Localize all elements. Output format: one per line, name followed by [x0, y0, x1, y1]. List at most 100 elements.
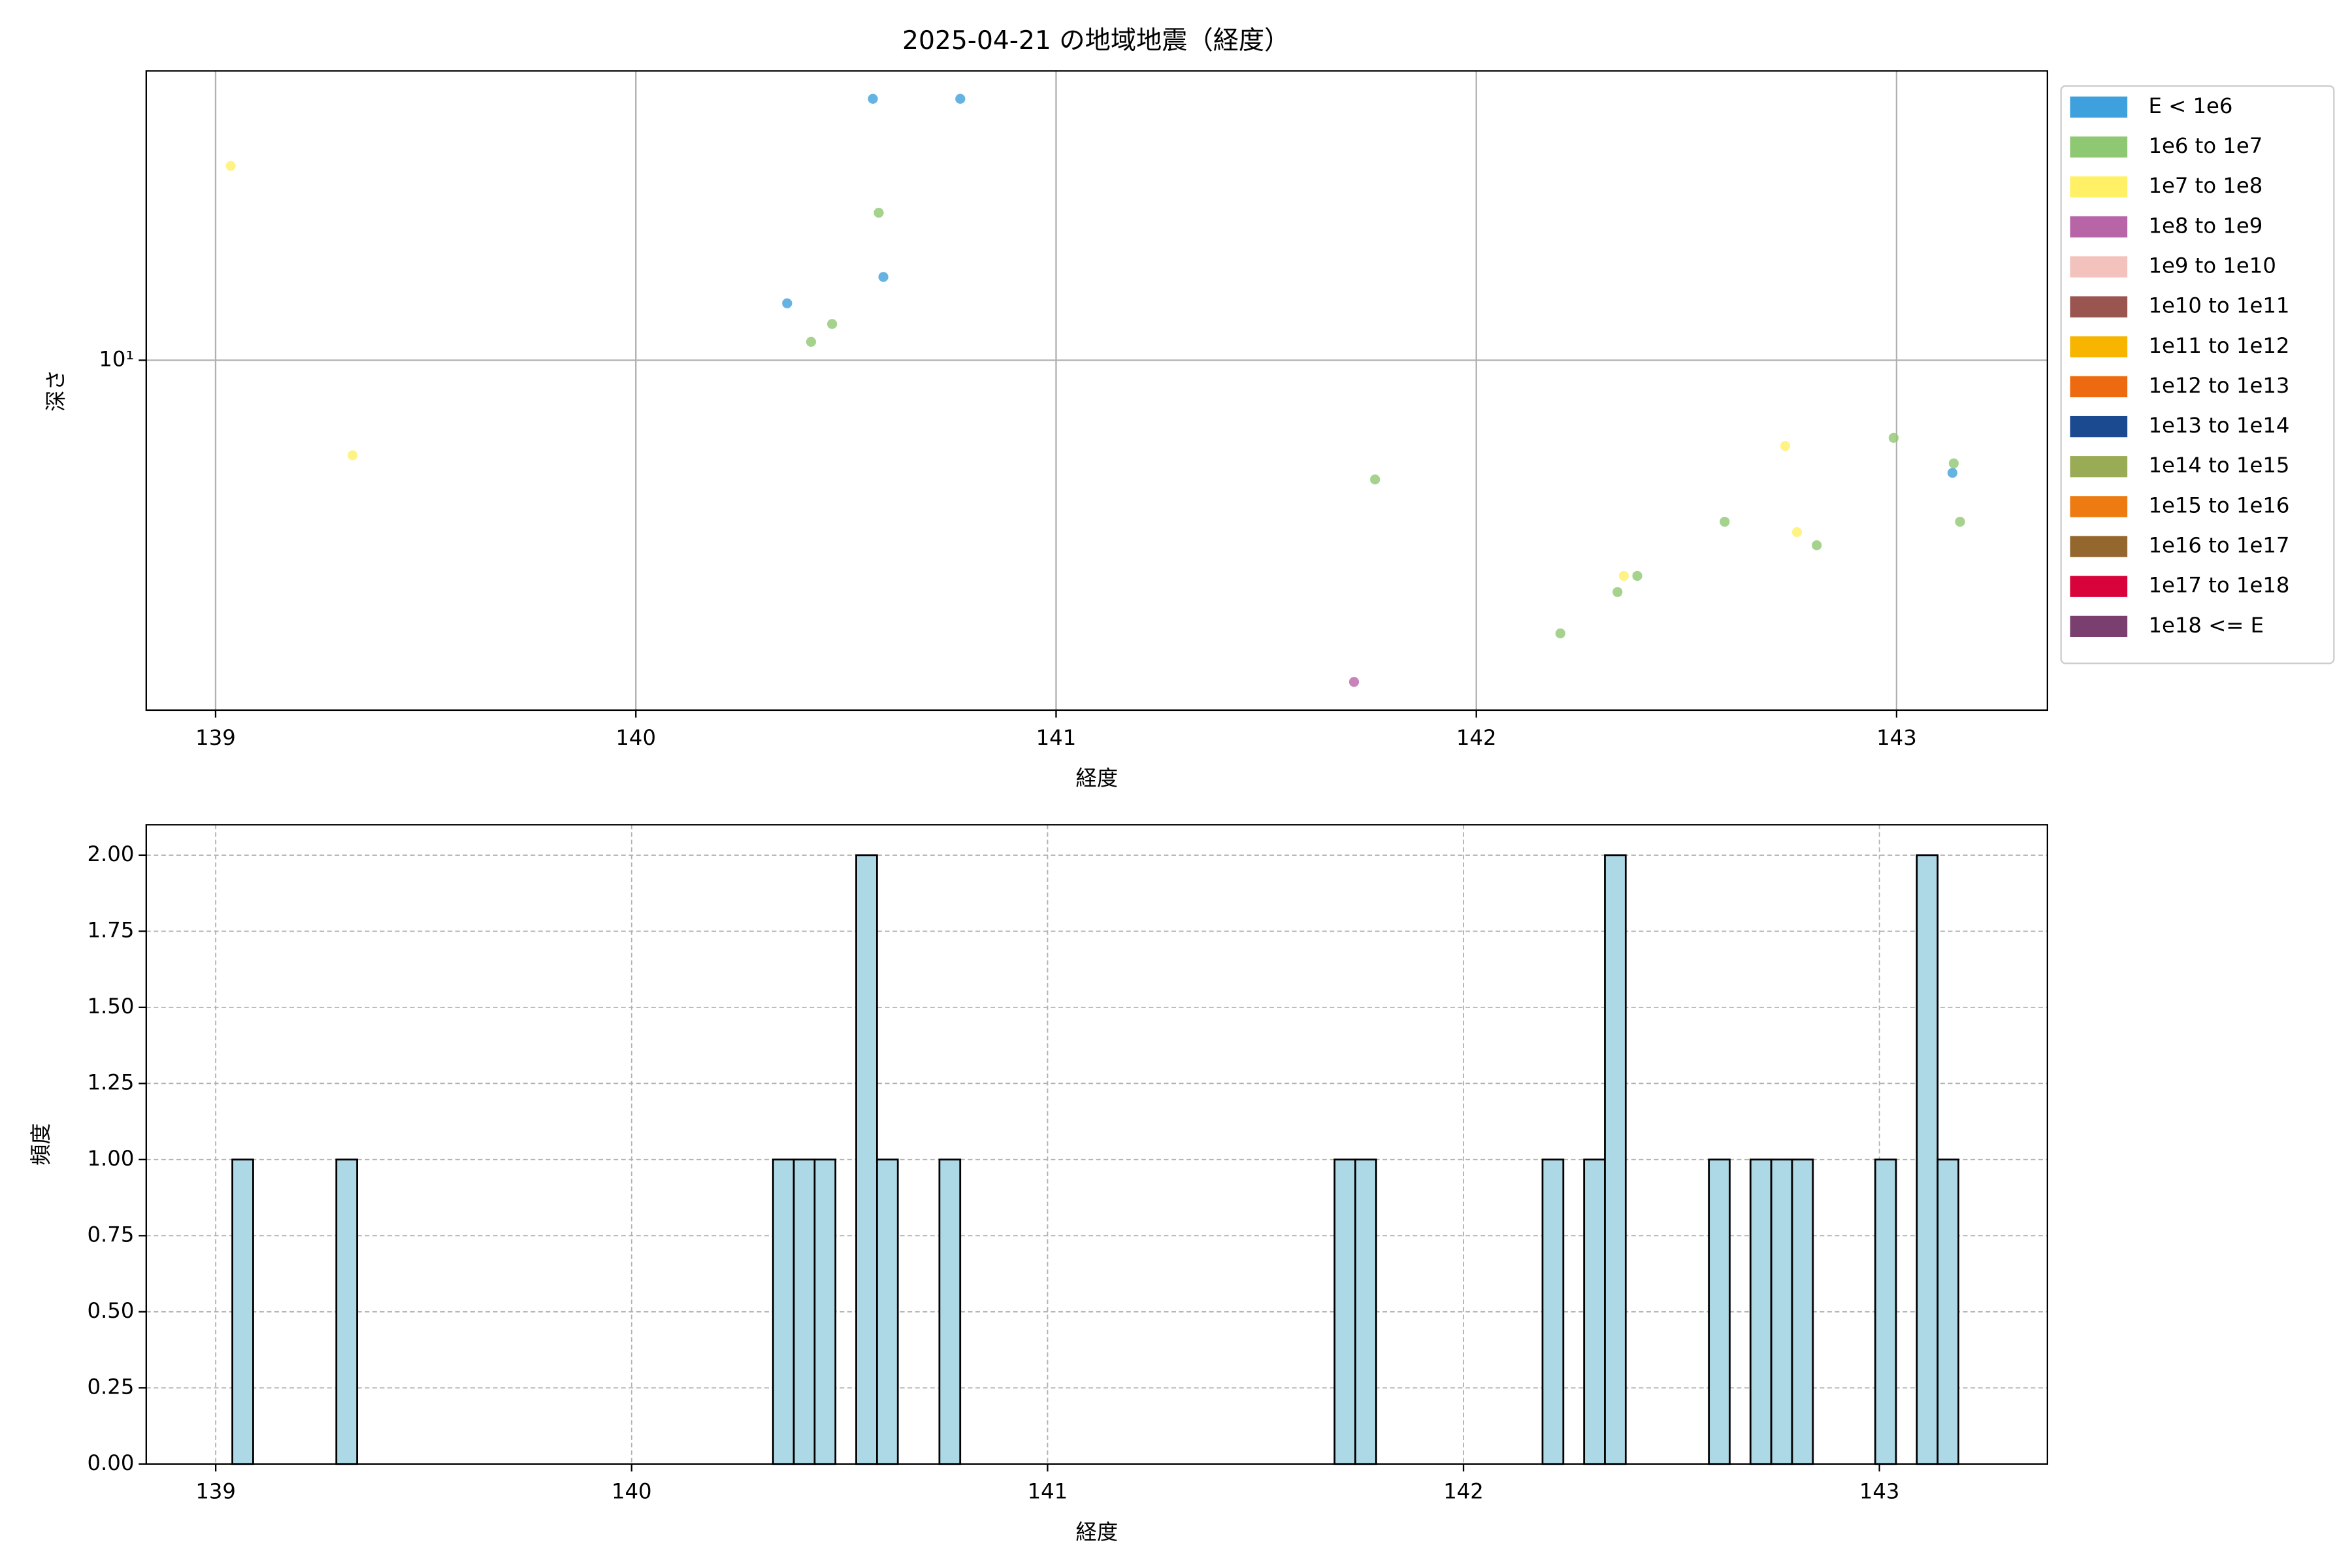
- x-tick-label: 141: [1028, 1479, 1068, 1504]
- x-axis-label: 経度: [1076, 1520, 1119, 1544]
- scatter-point: [1947, 468, 1958, 478]
- x-tick-label: 139: [195, 725, 236, 750]
- scatter-point: [1618, 570, 1629, 581]
- scatter-point: [826, 319, 838, 329]
- legend-label: 1e14 to 1e15: [2148, 453, 2289, 478]
- scatter-point: [348, 450, 358, 461]
- legend-label: 1e8 to 1e9: [2148, 213, 2262, 238]
- histogram-bar: [938, 1158, 962, 1465]
- histogram-bar: [231, 1158, 254, 1465]
- legend-swatch: [2070, 536, 2128, 557]
- y-tick-label: 2.00: [87, 841, 134, 866]
- y-tick-label: 0.50: [87, 1298, 134, 1323]
- scatter-point: [1888, 433, 1899, 443]
- histogram-bar: [1708, 1158, 1731, 1465]
- scatter-point: [955, 93, 966, 104]
- legend-swatch: [2070, 615, 2128, 637]
- legend-box: [2060, 85, 2335, 664]
- legend-swatch: [2070, 576, 2128, 597]
- legend-label: E < 1e6: [2148, 93, 2232, 118]
- scatter-point: [1348, 677, 1360, 687]
- legend-swatch: [2070, 296, 2128, 318]
- x-tick-label: 142: [1456, 725, 1497, 750]
- histogram-bar: [792, 1158, 816, 1465]
- y-tick-label: 0.00: [87, 1450, 134, 1475]
- histogram-bar: [855, 854, 878, 1465]
- y-tick-label: 0.75: [87, 1222, 134, 1247]
- plot-frame: [145, 70, 2048, 711]
- y-tick-label: 1.00: [87, 1146, 134, 1171]
- histogram-bar: [1583, 1158, 1606, 1465]
- legend-swatch: [2070, 416, 2128, 438]
- scatter-point: [1632, 570, 1642, 581]
- scatter-point: [1720, 516, 1730, 527]
- histogram-bar: [1354, 1158, 1377, 1465]
- scatter-point: [225, 161, 236, 171]
- legend-swatch: [2070, 216, 2128, 238]
- legend-label: 1e11 to 1e12: [2148, 333, 2289, 358]
- y-axis-label: 頻度: [29, 1123, 54, 1166]
- x-tick-label: 140: [615, 725, 656, 750]
- scatter-point: [868, 93, 878, 104]
- histogram-bar: [1936, 1158, 1959, 1465]
- scatter-point: [874, 207, 884, 218]
- y-tick-label: 1.75: [87, 917, 134, 942]
- legend-swatch: [2070, 176, 2128, 198]
- plot-frame: [145, 824, 2048, 1465]
- y-tick-label: 10¹: [99, 346, 134, 371]
- histogram-bar: [1791, 1158, 1814, 1465]
- x-tick-label: 140: [612, 1479, 652, 1504]
- histogram-bar: [335, 1158, 358, 1465]
- histogram-bar: [1541, 1158, 1565, 1465]
- x-tick-label: 143: [1876, 725, 1917, 750]
- scatter-point: [1612, 587, 1623, 597]
- scatter-point: [782, 298, 792, 308]
- legend-swatch: [2070, 496, 2128, 517]
- x-tick-label: 139: [195, 1479, 236, 1504]
- legend-swatch: [2070, 456, 2128, 478]
- scatter-point: [1791, 527, 1803, 538]
- x-axis-label: 経度: [1076, 766, 1119, 791]
- legend-label: 1e10 to 1e11: [2148, 293, 2289, 318]
- legend-swatch: [2070, 96, 2128, 118]
- y-tick-label: 1.50: [87, 994, 134, 1019]
- histogram-bar: [772, 1158, 795, 1465]
- legend-label: 1e15 to 1e16: [2148, 493, 2289, 517]
- legend-label: 1e17 to 1e18: [2148, 573, 2289, 598]
- legend-label: 1e6 to 1e7: [2148, 133, 2262, 158]
- legend-swatch: [2070, 336, 2128, 357]
- legend-label: 1e12 to 1e13: [2148, 373, 2289, 398]
- legend-label: 1e18 <= E: [2148, 613, 2264, 638]
- x-tick-label: 141: [1036, 725, 1077, 750]
- y-axis-label: 深さ: [44, 369, 69, 412]
- scatter-point: [806, 336, 817, 347]
- scatter-point: [1780, 440, 1791, 451]
- histogram-bar: [876, 1158, 899, 1465]
- x-tick-label: 142: [1443, 1479, 1484, 1504]
- legend-swatch: [2070, 256, 2128, 278]
- histogram-bar: [1916, 854, 1939, 1465]
- chart-title: 2025-04-21 の地域地震（経度）: [902, 26, 1290, 56]
- histogram-bar: [1333, 1158, 1356, 1465]
- histogram-bar: [1749, 1158, 1772, 1465]
- y-tick-label: 1.25: [87, 1070, 134, 1094]
- legend-label: 1e7 to 1e8: [2148, 173, 2262, 198]
- histogram-bar: [1604, 854, 1627, 1465]
- histogram-bar: [813, 1158, 837, 1465]
- legend-label: 1e16 to 1e17: [2148, 533, 2289, 558]
- legend-swatch: [2070, 376, 2128, 398]
- x-tick-label: 143: [1859, 1479, 1900, 1504]
- scatter-point: [1555, 628, 1565, 639]
- scatter-point: [1948, 458, 1959, 468]
- histogram-bar: [1770, 1158, 1793, 1465]
- scatter-point: [1812, 540, 1822, 551]
- legend-swatch: [2070, 136, 2128, 158]
- scatter-point: [1370, 474, 1380, 485]
- histogram-bar: [1874, 1158, 1897, 1465]
- scatter-point: [1955, 516, 1965, 527]
- legend-label: 1e9 to 1e10: [2148, 253, 2276, 278]
- scatter-point: [878, 272, 889, 282]
- y-tick-label: 0.25: [87, 1374, 134, 1399]
